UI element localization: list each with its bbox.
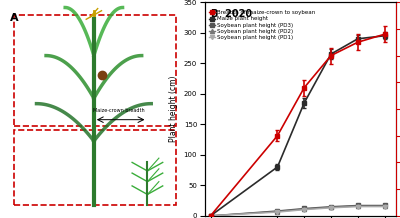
Text: B  2020: B 2020 bbox=[210, 9, 252, 19]
Legend: Breadth of maize-crown to soybean, Maize plant height, Soybean plant height (PD3: Breadth of maize-crown to soybean, Maize… bbox=[208, 9, 316, 41]
Text: A: A bbox=[10, 13, 18, 23]
Text: Maize-crown breadth: Maize-crown breadth bbox=[93, 108, 144, 113]
Y-axis label: Plant height (cm): Plant height (cm) bbox=[169, 76, 178, 142]
